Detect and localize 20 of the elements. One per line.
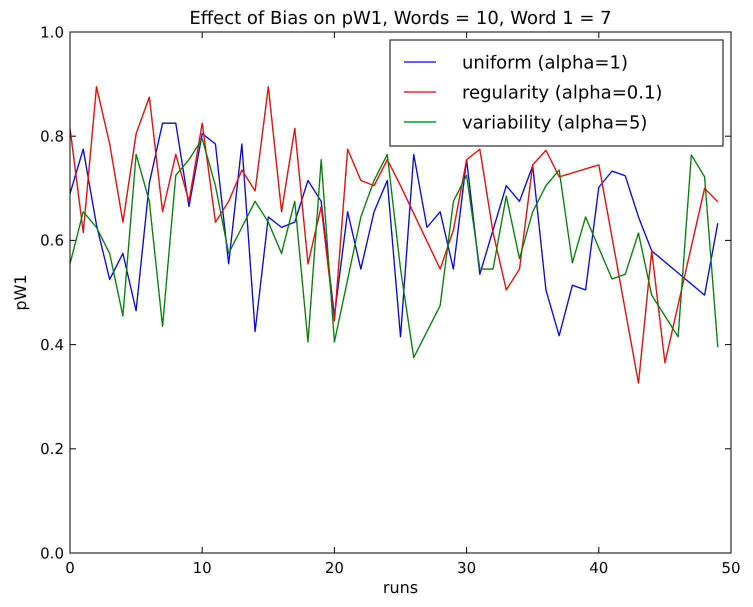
y-axis-title: pW1	[11, 274, 30, 311]
x-tick-label: 40	[589, 559, 608, 577]
x-tick-label: 10	[192, 559, 212, 577]
y-tick-label: 0.8	[40, 127, 64, 146]
x-tick-label: 30	[457, 559, 476, 577]
line-series	[69, 86, 718, 384]
y-tick-label: 1.0	[40, 23, 64, 42]
legend-label: variability (alpha=5)	[462, 112, 648, 134]
y-tick-label: 0.0	[40, 544, 64, 562]
y-tick-label: 0.6	[40, 232, 64, 250]
legend-label: regularity (alpha=0.1)	[462, 82, 662, 104]
x-tick-label: 20	[324, 559, 344, 577]
x-tick-label: 0	[65, 559, 75, 577]
chart-title: Effect of Bias on pW1, Words = 10, Word 1 = 7	[189, 8, 612, 29]
legend-label: uniform (alpha=1)	[462, 52, 628, 74]
y-tick-label: 0.4	[40, 336, 64, 354]
line-series	[69, 138, 718, 358]
y-tick-label: 0.2	[40, 440, 64, 458]
x-axis-title: runs	[382, 578, 418, 597]
x-tick-label: 50	[721, 559, 741, 577]
